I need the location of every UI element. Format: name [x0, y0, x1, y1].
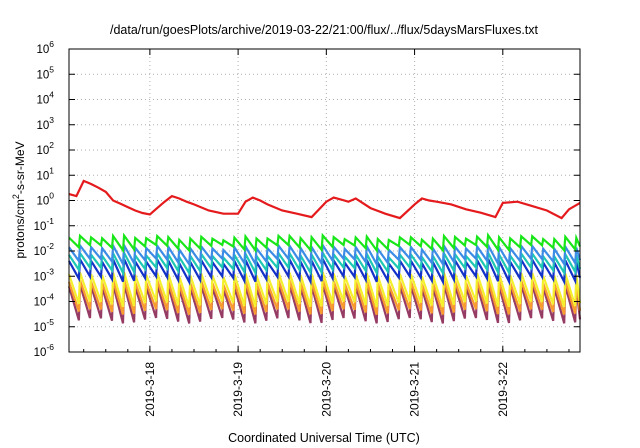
y-axis-label: protons/cm2-s-sr-MeV	[11, 141, 27, 258]
x-tick-label: 2019-3-19	[231, 362, 245, 417]
y-tick-label: 10-5	[34, 317, 55, 334]
y-tick-label: 103	[36, 115, 54, 132]
series-line	[68, 241, 582, 268]
y-tick-label: 100	[36, 191, 54, 208]
x-tick-label: 2019-3-20	[319, 362, 333, 417]
y-tick-label: 101	[36, 165, 54, 182]
chart-title: /data/run/goesPlots/archive/2019-03-22/2…	[110, 23, 539, 37]
y-tick-label: 10-6	[34, 342, 55, 359]
y-axis-ticks: 10-6 10-5 10-4 10-3 10-2 10-1 100 101 102 103 104 1…	[34, 39, 580, 359]
x-axis-ticks: 2019-3-18 2019-3-19 2019-3-20 2019-3-21 2019…	[83, 49, 570, 417]
y-tick-label: 10-3	[34, 266, 55, 283]
x-tick-label: 2019-3-22	[496, 362, 510, 417]
series-line	[67, 271, 582, 308]
y-tick-label: 10-2	[34, 241, 55, 258]
y-tick-label: 10-4	[34, 292, 55, 309]
y-tick-label: 106	[36, 39, 54, 56]
series-line	[68, 232, 582, 254]
y-tick-label: 10-1	[34, 216, 55, 233]
x-tick-label: 2019-3-18	[143, 362, 157, 417]
y-tick-label: 105	[36, 64, 54, 81]
x-axis-label: Coordinated Universal Time (UTC)	[228, 431, 420, 445]
series-line-red	[68, 179, 581, 220]
x-tick-label: 2019-3-21	[408, 362, 422, 417]
y-tick-label: 104	[36, 90, 54, 107]
series-lines	[67, 179, 582, 324]
y-tick-label: 102	[36, 140, 54, 157]
